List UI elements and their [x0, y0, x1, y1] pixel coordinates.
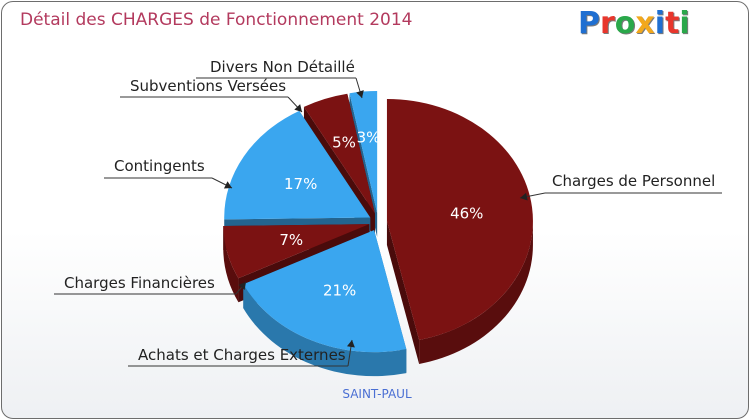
- slice-percent-label: 5%: [332, 133, 356, 151]
- logo-letter: i: [654, 6, 666, 41]
- slice-percent-label: 46%: [450, 205, 483, 223]
- slice-percent-label: 3%: [357, 129, 381, 147]
- pie-slice: [349, 91, 378, 214]
- leader-lines: [54, 77, 722, 367]
- pie-slice-side: [419, 221, 533, 365]
- pie-slice: [223, 224, 370, 279]
- logo-letter: r: [600, 6, 615, 41]
- city-label: SAINT-PAUL: [342, 387, 412, 401]
- pie-slice: [303, 93, 375, 214]
- leader-arrowhead: [520, 192, 528, 201]
- logo-letter: i: [679, 6, 690, 41]
- slice-percent-label: 7%: [279, 231, 303, 249]
- pie-slice-side: [223, 226, 239, 303]
- slice-percent-label: 17%: [284, 175, 317, 193]
- slice-percent-label: 21%: [323, 282, 356, 300]
- leader-arrowhead: [223, 181, 232, 189]
- slice-category-label: Contingents: [114, 157, 205, 175]
- logo-letter: t: [665, 6, 680, 41]
- pie-slice: [243, 230, 407, 353]
- leader-arrowhead: [238, 282, 246, 290]
- slice-category-label: Charges de Personnel: [552, 172, 715, 190]
- pie-slice-side: [243, 284, 407, 377]
- chart-title: Détail des CHARGES de Fonctionnement 201…: [20, 10, 413, 30]
- pie-slice: [386, 99, 533, 341]
- slice-category-label: Charges Financières: [64, 274, 215, 292]
- pie-slice: [224, 110, 371, 220]
- pie-slice-edge: [386, 221, 420, 365]
- logo-letter: x: [635, 6, 655, 41]
- logo-letter: P: [578, 6, 600, 41]
- leader-arrowhead: [294, 104, 302, 112]
- leader-arrowhead: [356, 90, 364, 98]
- leader-arrowhead: [346, 340, 355, 348]
- proxiti-logo: Proxiti: [578, 6, 690, 41]
- slice-category-label: Achats et Charges Externes: [138, 346, 346, 364]
- slice-category-label: Divers Non Détaillé: [210, 58, 355, 76]
- slice-category-label: Subventions Versées: [130, 77, 286, 95]
- logo-letter: o: [614, 6, 636, 41]
- pie-tops: [223, 91, 533, 353]
